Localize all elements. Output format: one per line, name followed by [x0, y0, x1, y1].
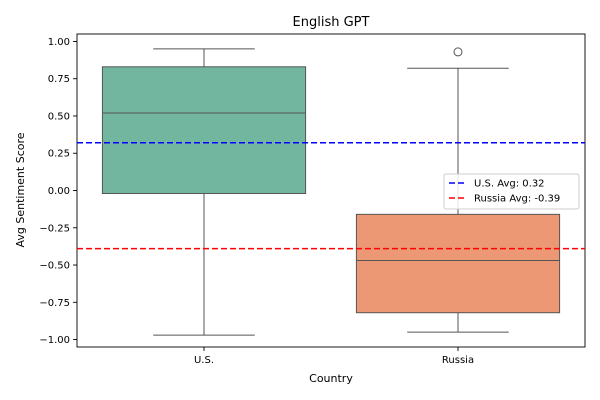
box-russia — [355, 47, 561, 333]
chart-title: English GPT — [293, 15, 370, 30]
y-tick-label: 1.00 — [48, 37, 70, 48]
legend-entry: Russia Avg: -0.39 — [474, 194, 560, 205]
y-tick-label: 0.50 — [48, 111, 70, 122]
outlier-point — [453, 47, 463, 57]
plot-area: −1.00 −0.75 −0.50 −0.25 0.00 0.25 0.50 0.75 1.00… — [39, 33, 586, 366]
iqr-box — [355, 213, 561, 314]
box-us — [101, 48, 307, 336]
iqr-box — [101, 66, 307, 194]
x-axis-label: Country — [309, 372, 353, 385]
legend: U.S. Avg: 0.32 Russia Avg: -0.39 — [443, 173, 580, 210]
y-tick-label: 0.75 — [48, 74, 70, 85]
y-tick-label: −0.50 — [39, 261, 70, 272]
y-tick-label: −0.75 — [39, 298, 70, 309]
y-tick-label: 0.25 — [48, 149, 70, 160]
y-axis-label: Avg Sentiment Score — [14, 132, 27, 247]
x-tick-label: Russia — [442, 355, 474, 366]
legend-box — [443, 173, 580, 210]
y-tick-label: −0.25 — [39, 223, 70, 234]
x-tick-label: U.S. — [194, 355, 214, 366]
y-tick-label: 0.00 — [48, 186, 70, 197]
y-tick-label: −1.00 — [39, 335, 70, 346]
legend-entry: U.S. Avg: 0.32 — [474, 179, 545, 190]
